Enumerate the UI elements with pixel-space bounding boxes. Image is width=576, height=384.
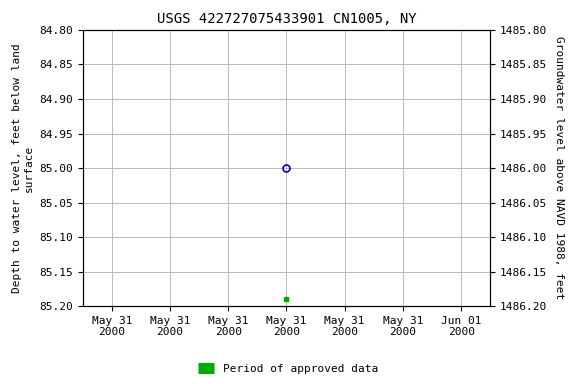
Title: USGS 422727075433901 CN1005, NY: USGS 422727075433901 CN1005, NY [157, 12, 416, 26]
Legend: Period of approved data: Period of approved data [193, 359, 383, 379]
Y-axis label: Depth to water level, feet below land
surface: Depth to water level, feet below land su… [12, 43, 33, 293]
Y-axis label: Groundwater level above NAVD 1988, feet: Groundwater level above NAVD 1988, feet [554, 36, 564, 300]
